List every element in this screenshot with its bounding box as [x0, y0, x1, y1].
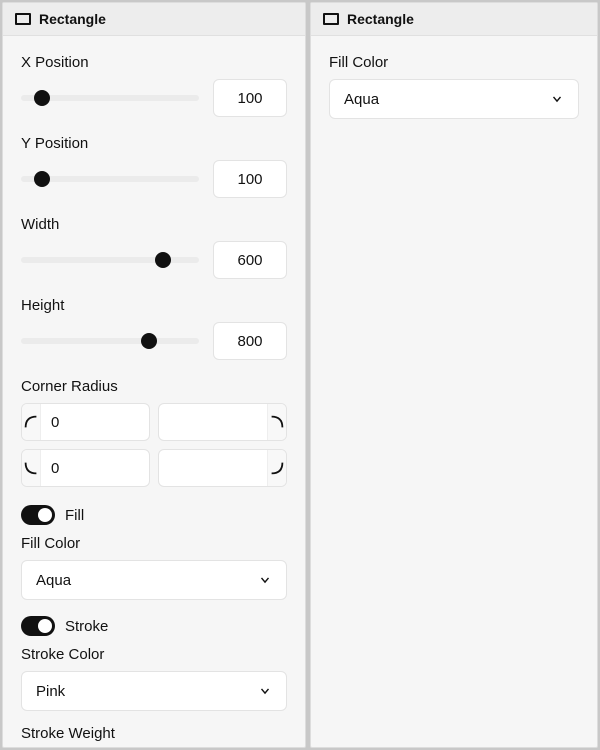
y-position-slider[interactable]	[21, 170, 199, 188]
chevron-down-icon	[258, 684, 272, 698]
fill-color-select[interactable]: Aqua	[21, 560, 287, 600]
panel-body: Fill Color Aqua	[311, 36, 597, 137]
fill-toggle-row: Fill	[21, 505, 287, 525]
x-position-slider[interactable]	[21, 89, 199, 107]
panel-header: Rectangle	[311, 3, 597, 36]
fill-color-select[interactable]: Aqua	[329, 79, 579, 119]
fill-color-label: Fill Color	[21, 535, 287, 552]
height-input[interactable]: 800	[213, 322, 287, 360]
stroke-toggle[interactable]	[21, 616, 55, 636]
corner-br-icon	[267, 450, 286, 486]
panel-body: X Position 100 Y Position 1	[3, 36, 305, 748]
corner-br-input[interactable]	[158, 450, 267, 486]
corner-tr-input[interactable]	[158, 404, 267, 440]
corner-bl[interactable]	[21, 449, 150, 487]
fill-color-label: Fill Color	[329, 54, 579, 71]
panel-title: Rectangle	[347, 11, 414, 27]
corner-tl[interactable]	[21, 403, 150, 441]
corner-br[interactable]	[158, 449, 287, 487]
corner-bl-icon	[22, 450, 41, 486]
corner-radius-field: Corner Radius	[21, 378, 287, 487]
height-thumb[interactable]	[141, 333, 157, 349]
height-label: Height	[21, 297, 287, 314]
corner-bl-input[interactable]	[41, 450, 150, 486]
width-thumb[interactable]	[155, 252, 171, 268]
y-position-input[interactable]: 100	[213, 160, 287, 198]
panel-header: Rectangle	[3, 3, 305, 36]
x-position-field: X Position 100	[21, 54, 287, 117]
fill-color-value: Aqua	[344, 91, 379, 108]
corner-radius-label: Corner Radius	[21, 378, 287, 395]
y-position-label: Y Position	[21, 135, 287, 152]
fill-toggle-label: Fill	[65, 507, 84, 524]
x-position-thumb[interactable]	[34, 90, 50, 106]
y-position-thumb[interactable]	[34, 171, 50, 187]
y-position-field: Y Position 100	[21, 135, 287, 198]
stroke-weight-label: Stroke Weight	[21, 725, 287, 742]
rectangle-icon	[15, 13, 31, 25]
corner-tr-icon	[267, 404, 286, 440]
height-field: Height 800	[21, 297, 287, 360]
right-panel: Rectangle Fill Color Aqua	[310, 2, 598, 748]
stroke-color-select[interactable]: Pink	[21, 671, 287, 711]
fill-section: Fill Fill Color Aqua	[21, 505, 287, 600]
corner-tl-icon	[22, 404, 41, 440]
rectangle-icon	[323, 13, 339, 25]
x-position-label: X Position	[21, 54, 287, 71]
chevron-down-icon	[258, 573, 272, 587]
left-panel: Rectangle X Position 100 Y Position	[2, 2, 306, 748]
width-label: Width	[21, 216, 287, 233]
width-input[interactable]: 600	[213, 241, 287, 279]
corner-tr[interactable]	[158, 403, 287, 441]
width-slider[interactable]	[21, 251, 199, 269]
corner-tl-input[interactable]	[41, 404, 150, 440]
chevron-down-icon	[550, 92, 564, 106]
x-position-input[interactable]: 100	[213, 79, 287, 117]
stroke-toggle-row: Stroke	[21, 616, 287, 636]
fill-color-value: Aqua	[36, 572, 71, 589]
fill-toggle[interactable]	[21, 505, 55, 525]
height-slider[interactable]	[21, 332, 199, 350]
stroke-color-label: Stroke Color	[21, 646, 287, 663]
stroke-toggle-label: Stroke	[65, 618, 108, 635]
stroke-color-value: Pink	[36, 683, 65, 700]
stroke-section: Stroke Stroke Color Pink Stroke Weight	[21, 616, 287, 748]
panel-title: Rectangle	[39, 11, 106, 27]
width-field: Width 600	[21, 216, 287, 279]
